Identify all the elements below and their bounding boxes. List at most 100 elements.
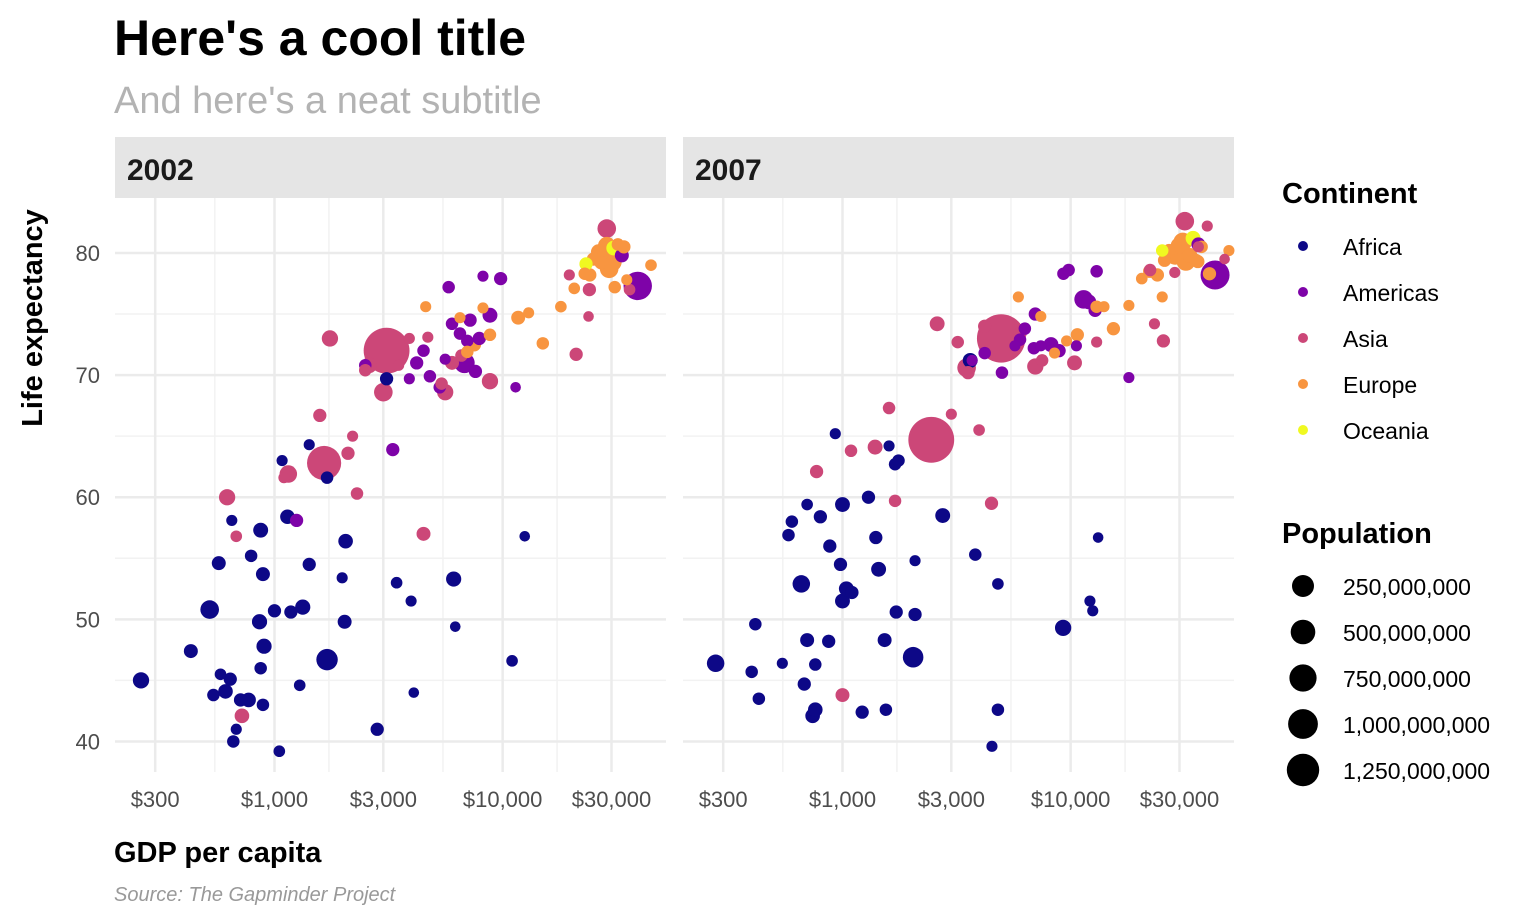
data-point-asia bbox=[951, 335, 964, 349]
data-point-africa bbox=[986, 740, 998, 752]
data-point-africa bbox=[183, 644, 198, 659]
data-point-americas bbox=[1070, 340, 1082, 352]
data-point-africa bbox=[845, 585, 859, 600]
data-point-europe bbox=[1035, 310, 1047, 323]
data-point-asia bbox=[623, 283, 636, 296]
data-point-africa bbox=[792, 575, 811, 593]
data-point-asia bbox=[313, 408, 327, 423]
x-tick-label: $30,000 bbox=[572, 787, 652, 812]
data-point-africa bbox=[214, 668, 227, 681]
legend-size-label: 500,000,000 bbox=[1343, 620, 1471, 646]
data-point-europe bbox=[511, 310, 526, 325]
x-tick-label: $30,000 bbox=[1140, 787, 1220, 812]
data-point-asia bbox=[1192, 241, 1204, 253]
data-point-asia bbox=[278, 472, 290, 484]
data-point-africa bbox=[267, 604, 282, 618]
data-point-asia bbox=[359, 363, 372, 377]
data-point-africa bbox=[316, 648, 338, 671]
data-point-africa bbox=[303, 439, 315, 451]
legend-size-label: 250,000,000 bbox=[1343, 574, 1471, 600]
data-point-asia bbox=[347, 430, 359, 442]
data-point-americas bbox=[423, 370, 437, 383]
data-point-africa bbox=[935, 508, 951, 523]
x-tick-label: $10,000 bbox=[1031, 787, 1111, 812]
chart-caption: Source: The Gapminder Project bbox=[114, 884, 397, 906]
data-point-asia bbox=[597, 219, 617, 238]
legend-key-europe bbox=[1298, 379, 1308, 389]
data-point-americas bbox=[386, 442, 400, 457]
data-point-africa bbox=[800, 633, 815, 648]
data-point-americas bbox=[439, 353, 451, 365]
data-point-asia bbox=[882, 401, 896, 415]
facet-strip-label: 2002 bbox=[127, 154, 194, 187]
data-point-europe bbox=[477, 302, 489, 314]
data-point-africa bbox=[892, 454, 905, 467]
data-point-africa bbox=[227, 735, 240, 748]
data-point-europe bbox=[1012, 291, 1024, 303]
data-point-asia bbox=[908, 416, 955, 463]
legend-key-africa bbox=[1298, 241, 1308, 251]
data-point-asia bbox=[218, 489, 236, 506]
data-point-asia bbox=[569, 347, 583, 361]
data-point-asia bbox=[374, 382, 393, 402]
data-point-asia bbox=[1035, 354, 1049, 367]
chart-subtitle: And here's a neat subtitle bbox=[114, 80, 542, 122]
data-point-africa bbox=[908, 607, 922, 622]
data-point-asia bbox=[961, 366, 975, 380]
data-point-americas bbox=[1009, 340, 1021, 352]
y-tick-label: 40 bbox=[76, 729, 100, 754]
data-point-africa bbox=[256, 698, 270, 712]
legend-size-key bbox=[1286, 753, 1320, 787]
data-point-africa bbox=[211, 556, 226, 571]
x-tick-label: $300 bbox=[131, 787, 180, 812]
facet-strip-label: 2007 bbox=[695, 154, 762, 187]
data-point-africa bbox=[706, 654, 725, 673]
legend-size-key bbox=[1290, 619, 1316, 645]
data-point-asia bbox=[341, 446, 355, 460]
data-point-africa bbox=[370, 722, 384, 736]
data-point-asia bbox=[867, 439, 883, 455]
data-point-americas bbox=[1018, 322, 1032, 335]
legend-label-europe: Europe bbox=[1343, 372, 1417, 398]
data-point-asia bbox=[1148, 318, 1161, 330]
data-point-europe bbox=[1048, 347, 1061, 359]
data-point-asia bbox=[1067, 355, 1082, 371]
data-point-europe bbox=[1061, 335, 1073, 347]
data-point-africa bbox=[823, 539, 837, 553]
data-point-americas bbox=[461, 334, 474, 348]
data-point-europe bbox=[1191, 254, 1205, 269]
data-point-americas bbox=[442, 280, 455, 294]
data-point-asia bbox=[350, 487, 364, 500]
data-point-africa bbox=[337, 614, 352, 629]
chart-title: Here's a cool title bbox=[114, 10, 526, 66]
data-point-europe bbox=[420, 301, 432, 313]
data-point-asia bbox=[422, 331, 434, 343]
legend-size-key bbox=[1288, 709, 1318, 739]
data-point-europe bbox=[536, 337, 550, 350]
data-point-europe bbox=[1123, 299, 1135, 312]
data-point-asia bbox=[1201, 220, 1213, 232]
data-point-africa bbox=[855, 705, 869, 719]
data-point-europe bbox=[1098, 301, 1110, 313]
x-tick-label: $1,000 bbox=[809, 787, 876, 812]
data-point-americas bbox=[1123, 371, 1135, 384]
data-point-americas bbox=[995, 366, 1009, 379]
data-point-americas bbox=[978, 346, 991, 360]
data-point-europe bbox=[611, 238, 625, 251]
data-point-asia bbox=[1156, 334, 1171, 348]
data-point-asia bbox=[321, 330, 339, 347]
data-point-africa bbox=[822, 634, 836, 648]
legend-size-label: 750,000,000 bbox=[1343, 666, 1471, 692]
facet-panel-2002: 2002 $300 $1,000 $3,000 $10,000 $30,000 40 50 60… bbox=[76, 137, 666, 812]
data-point-americas bbox=[1090, 265, 1103, 278]
legend-size-key bbox=[1292, 575, 1314, 597]
data-point-africa bbox=[909, 555, 921, 567]
data-point-africa bbox=[276, 455, 288, 467]
data-point-africa bbox=[785, 515, 799, 528]
data-point-asia bbox=[234, 708, 250, 724]
data-point-africa bbox=[809, 658, 822, 671]
data-point-africa bbox=[233, 693, 248, 707]
legend-label-africa: Africa bbox=[1343, 234, 1402, 260]
data-point-africa bbox=[251, 614, 268, 630]
